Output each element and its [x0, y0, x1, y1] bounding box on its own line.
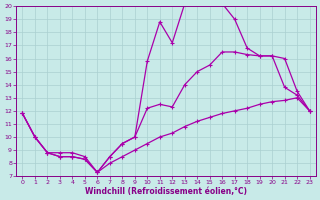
X-axis label: Windchill (Refroidissement éolien,°C): Windchill (Refroidissement éolien,°C) — [85, 187, 247, 196]
